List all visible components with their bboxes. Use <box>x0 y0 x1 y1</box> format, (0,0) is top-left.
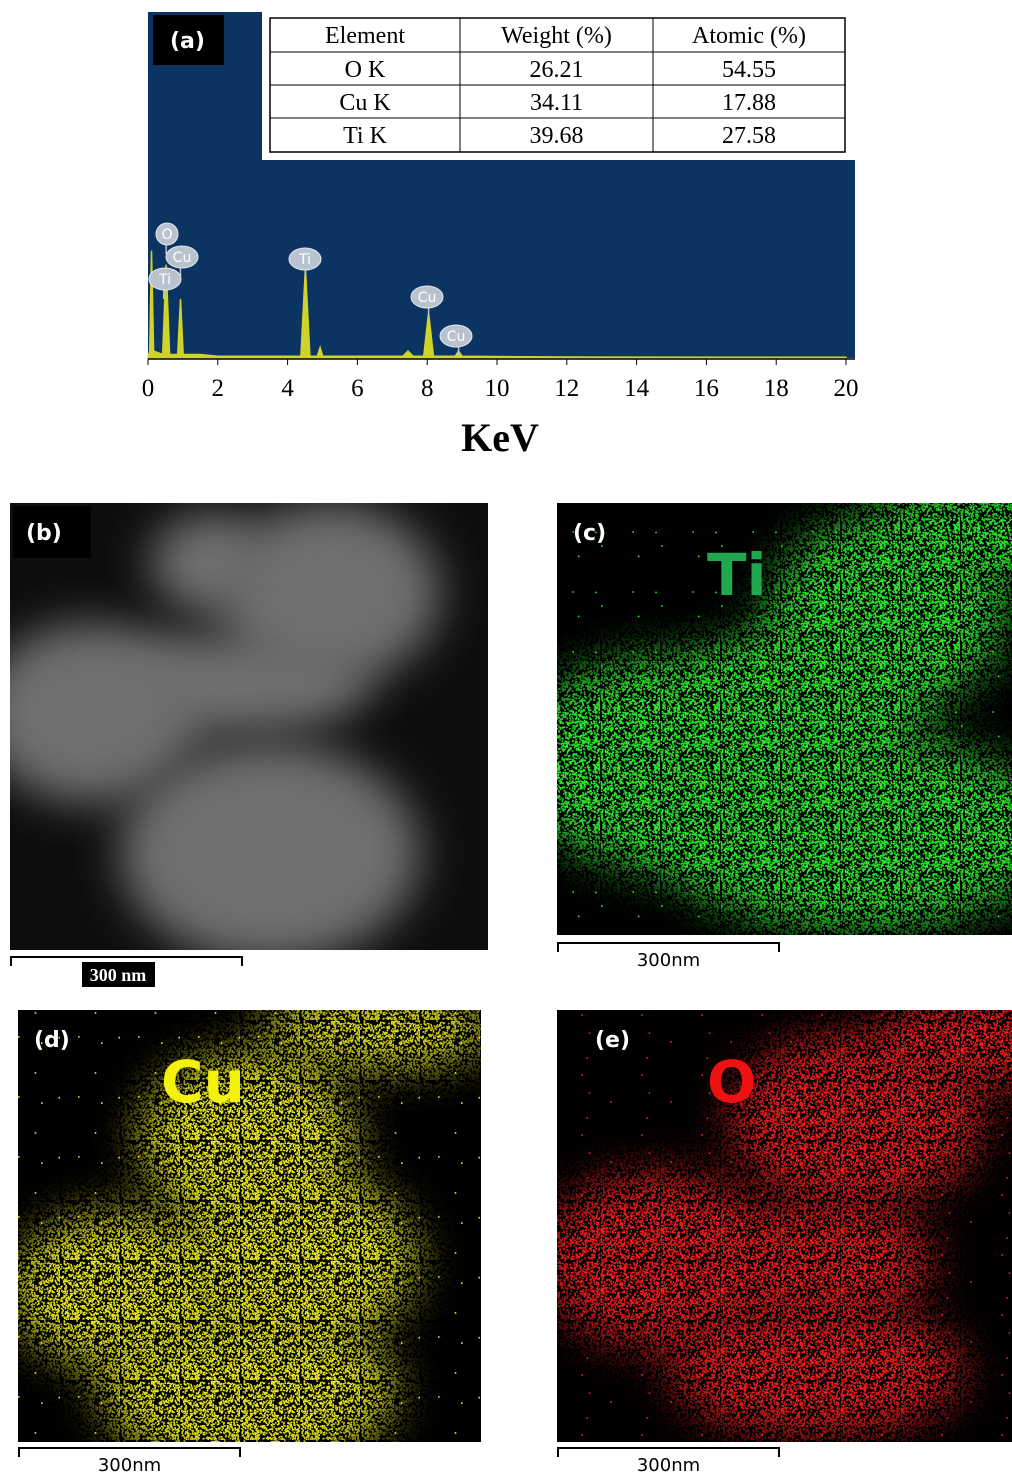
panel-label: (a) <box>170 29 205 54</box>
scale-label: 300nm <box>98 1455 161 1474</box>
x-tick-label: 20 <box>834 375 859 402</box>
panel-label: (c) <box>573 521 606 546</box>
table-header: Weight (%) <box>501 23 612 49</box>
peak-label: O <box>161 227 172 243</box>
image-content <box>557 1010 1012 1442</box>
particle <box>150 513 270 613</box>
x-tick-label: 10 <box>485 375 510 402</box>
image-content <box>18 1010 481 1442</box>
x-tick-label: 12 <box>554 375 579 402</box>
table-cell: 27.58 <box>722 123 776 149</box>
peak-label: Cu <box>447 329 466 345</box>
table-cell: O K <box>345 57 386 83</box>
particle <box>110 633 370 733</box>
peak-label: Cu <box>418 290 437 306</box>
element-label: Cu <box>161 1048 245 1116</box>
figure: 02468101214161820KeVOCuTiTiCuCu(a)Elemen… <box>0 0 1012 1474</box>
x-tick-label: 18 <box>764 375 789 402</box>
table-cell: 17.88 <box>722 90 776 116</box>
scale-label: 300nm <box>637 1455 700 1474</box>
table-cell: 34.11 <box>530 90 583 116</box>
panel-label: (b) <box>26 521 62 546</box>
x-axis-label: KeV <box>461 415 539 460</box>
x-tick-label: 6 <box>351 375 364 402</box>
peak-label: Cu <box>173 250 192 266</box>
element-map <box>557 503 1012 935</box>
page: 02468101214161820KeVOCuTiTiCuCu(a)Elemen… <box>0 0 1012 1474</box>
table-cell: 26.21 <box>530 57 584 83</box>
element-map <box>557 1010 1012 1442</box>
element-label: Ti <box>707 541 766 609</box>
x-tick-label: 14 <box>624 375 650 402</box>
table-cell: Cu K <box>339 90 391 116</box>
table-cell: 54.55 <box>722 57 776 83</box>
panel-label: (e) <box>595 1028 630 1053</box>
particle <box>120 743 420 963</box>
table-cell: 39.68 <box>530 123 584 149</box>
x-tick-label: 0 <box>142 375 155 402</box>
x-tick-label: 2 <box>212 375 225 402</box>
peak-label: Ti <box>298 252 311 268</box>
scale-label: 300nm <box>637 950 700 971</box>
element-label: O <box>707 1048 756 1116</box>
table-header: Atomic (%) <box>692 23 806 49</box>
image-content <box>557 503 1012 935</box>
x-tick-label: 16 <box>694 375 719 402</box>
table-cell: Ti K <box>343 123 387 149</box>
x-tick-label: 8 <box>421 375 434 402</box>
scale-label: 300 nm <box>90 965 147 985</box>
x-tick-label: 4 <box>281 375 294 402</box>
element-map <box>18 1010 481 1442</box>
table-header: Element <box>325 23 405 49</box>
peak-label: Ti <box>158 272 171 288</box>
panel-label: (d) <box>34 1028 70 1053</box>
